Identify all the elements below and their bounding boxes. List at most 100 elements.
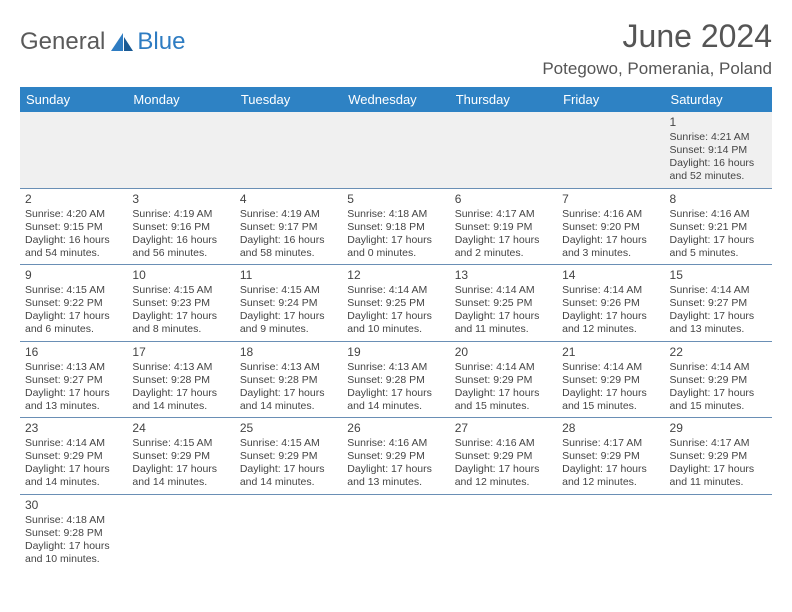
sunset-text: Sunset: 9:23 PM — [132, 297, 229, 310]
calendar-day-cell: 15Sunrise: 4:14 AMSunset: 9:27 PMDayligh… — [665, 265, 772, 342]
calendar-day-cell: 5Sunrise: 4:18 AMSunset: 9:18 PMDaylight… — [342, 188, 449, 265]
calendar-day-cell: 11Sunrise: 4:15 AMSunset: 9:24 PMDayligh… — [235, 265, 342, 342]
daylight-text: Daylight: 17 hours — [347, 387, 444, 400]
daylight-text: and 13 minutes. — [25, 400, 122, 413]
calendar-day-cell: 29Sunrise: 4:17 AMSunset: 9:29 PMDayligh… — [665, 418, 772, 495]
day-number: 9 — [25, 268, 122, 283]
daylight-text: Daylight: 17 hours — [25, 540, 122, 553]
daylight-text: Daylight: 16 hours — [132, 234, 229, 247]
sunrise-text: Sunrise: 4:15 AM — [240, 437, 337, 450]
daylight-text: and 10 minutes. — [347, 323, 444, 336]
calendar-day-cell: 19Sunrise: 4:13 AMSunset: 9:28 PMDayligh… — [342, 341, 449, 418]
daylight-text: Daylight: 17 hours — [132, 463, 229, 476]
day-number: 6 — [455, 192, 552, 207]
calendar-day-cell: 10Sunrise: 4:15 AMSunset: 9:23 PMDayligh… — [127, 265, 234, 342]
sunset-text: Sunset: 9:29 PM — [132, 450, 229, 463]
calendar-empty-cell — [342, 112, 449, 188]
daylight-text: Daylight: 17 hours — [25, 463, 122, 476]
sunset-text: Sunset: 9:21 PM — [670, 221, 767, 234]
sunrise-text: Sunrise: 4:15 AM — [132, 437, 229, 450]
day-number: 7 — [562, 192, 659, 207]
daylight-text: and 56 minutes. — [132, 247, 229, 260]
sunset-text: Sunset: 9:28 PM — [132, 374, 229, 387]
daylight-text: and 14 minutes. — [240, 476, 337, 489]
daylight-text: and 14 minutes. — [240, 400, 337, 413]
day-number: 30 — [25, 498, 122, 513]
sunset-text: Sunset: 9:29 PM — [670, 450, 767, 463]
logo-text-1: General — [20, 28, 105, 56]
day-number: 22 — [670, 345, 767, 360]
daylight-text: Daylight: 17 hours — [455, 387, 552, 400]
sunset-text: Sunset: 9:29 PM — [562, 450, 659, 463]
sunrise-text: Sunrise: 4:14 AM — [562, 361, 659, 374]
day-number: 15 — [670, 268, 767, 283]
sunrise-text: Sunrise: 4:14 AM — [670, 284, 767, 297]
daylight-text: and 14 minutes. — [25, 476, 122, 489]
page-header: General Blue June 2024 Potegowo, Pomeran… — [20, 18, 772, 79]
daylight-text: Daylight: 17 hours — [562, 463, 659, 476]
sunrise-text: Sunrise: 4:15 AM — [25, 284, 122, 297]
calendar-day-cell: 17Sunrise: 4:13 AMSunset: 9:28 PMDayligh… — [127, 341, 234, 418]
calendar-week-row: 23Sunrise: 4:14 AMSunset: 9:29 PMDayligh… — [20, 418, 772, 495]
daylight-text: and 15 minutes. — [670, 400, 767, 413]
sunrise-text: Sunrise: 4:17 AM — [670, 437, 767, 450]
calendar-empty-cell — [20, 112, 127, 188]
calendar-empty-cell — [127, 494, 234, 570]
logo-sail-icon — [109, 31, 135, 53]
calendar-day-cell: 12Sunrise: 4:14 AMSunset: 9:25 PMDayligh… — [342, 265, 449, 342]
sunset-text: Sunset: 9:22 PM — [25, 297, 122, 310]
calendar-day-cell: 7Sunrise: 4:16 AMSunset: 9:20 PMDaylight… — [557, 188, 664, 265]
sunset-text: Sunset: 9:16 PM — [132, 221, 229, 234]
calendar-week-row: 9Sunrise: 4:15 AMSunset: 9:22 PMDaylight… — [20, 265, 772, 342]
daylight-text: Daylight: 17 hours — [25, 310, 122, 323]
month-title: June 2024 — [542, 18, 772, 55]
sunset-text: Sunset: 9:24 PM — [240, 297, 337, 310]
daylight-text: Daylight: 17 hours — [562, 387, 659, 400]
sunset-text: Sunset: 9:18 PM — [347, 221, 444, 234]
calendar-week-row: 1Sunrise: 4:21 AMSunset: 9:14 PMDaylight… — [20, 112, 772, 188]
sunset-text: Sunset: 9:29 PM — [670, 374, 767, 387]
day-number: 2 — [25, 192, 122, 207]
sunset-text: Sunset: 9:29 PM — [562, 374, 659, 387]
day-number: 23 — [25, 421, 122, 436]
calendar-empty-cell — [342, 494, 449, 570]
day-number: 25 — [240, 421, 337, 436]
day-number: 20 — [455, 345, 552, 360]
sunset-text: Sunset: 9:29 PM — [455, 450, 552, 463]
sunrise-text: Sunrise: 4:16 AM — [562, 208, 659, 221]
daylight-text: Daylight: 17 hours — [240, 463, 337, 476]
daylight-text: and 9 minutes. — [240, 323, 337, 336]
sunset-text: Sunset: 9:29 PM — [455, 374, 552, 387]
sunset-text: Sunset: 9:19 PM — [455, 221, 552, 234]
sunrise-text: Sunrise: 4:16 AM — [455, 437, 552, 450]
calendar-day-cell: 1Sunrise: 4:21 AMSunset: 9:14 PMDaylight… — [665, 112, 772, 188]
sunset-text: Sunset: 9:29 PM — [347, 450, 444, 463]
daylight-text: Daylight: 17 hours — [347, 234, 444, 247]
daylight-text: and 8 minutes. — [132, 323, 229, 336]
daylight-text: and 3 minutes. — [562, 247, 659, 260]
logo-text-2: Blue — [137, 28, 185, 56]
day-number: 28 — [562, 421, 659, 436]
day-number: 21 — [562, 345, 659, 360]
daylight-text: and 6 minutes. — [25, 323, 122, 336]
calendar-table: Sunday Monday Tuesday Wednesday Thursday… — [20, 87, 772, 570]
sunrise-text: Sunrise: 4:19 AM — [240, 208, 337, 221]
day-number: 12 — [347, 268, 444, 283]
calendar-day-cell: 13Sunrise: 4:14 AMSunset: 9:25 PMDayligh… — [450, 265, 557, 342]
daylight-text: and 13 minutes. — [347, 476, 444, 489]
daylight-text: Daylight: 17 hours — [240, 310, 337, 323]
sunset-text: Sunset: 9:29 PM — [25, 450, 122, 463]
day-number: 19 — [347, 345, 444, 360]
sunrise-text: Sunrise: 4:18 AM — [347, 208, 444, 221]
calendar-body: 1Sunrise: 4:21 AMSunset: 9:14 PMDaylight… — [20, 112, 772, 570]
daylight-text: Daylight: 17 hours — [670, 234, 767, 247]
daylight-text: Daylight: 17 hours — [670, 463, 767, 476]
daylight-text: and 11 minutes. — [455, 323, 552, 336]
sunrise-text: Sunrise: 4:13 AM — [240, 361, 337, 374]
daylight-text: Daylight: 16 hours — [670, 157, 767, 170]
calendar-day-cell: 8Sunrise: 4:16 AMSunset: 9:21 PMDaylight… — [665, 188, 772, 265]
calendar-empty-cell — [450, 112, 557, 188]
calendar-day-cell: 18Sunrise: 4:13 AMSunset: 9:28 PMDayligh… — [235, 341, 342, 418]
day-number: 14 — [562, 268, 659, 283]
sunset-text: Sunset: 9:15 PM — [25, 221, 122, 234]
